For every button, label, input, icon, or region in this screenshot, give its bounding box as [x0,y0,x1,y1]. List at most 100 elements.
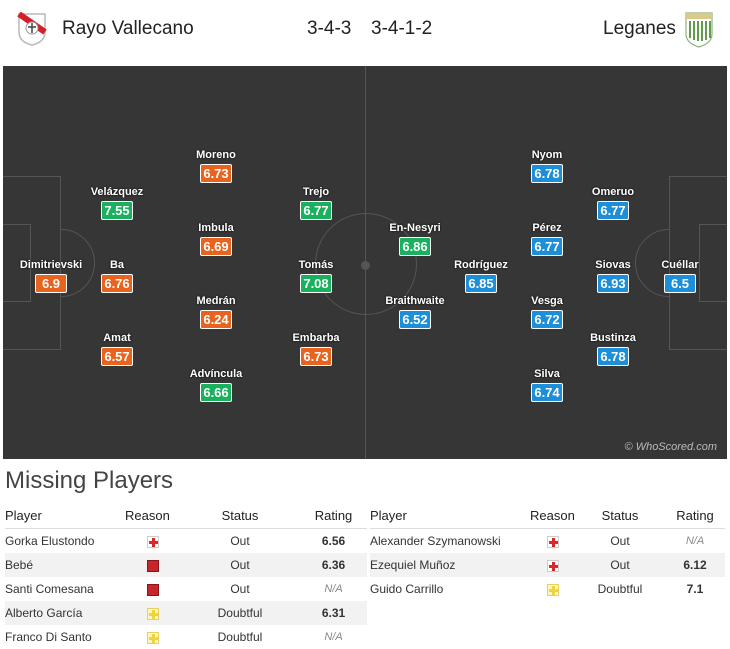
right-six-yard-box [699,224,727,302]
player-rating: 6.57 [101,347,133,366]
col-reason: Reason [125,502,180,529]
player-link[interactable]: Santi Comesana [5,582,94,596]
rating-cell: N/A [324,583,343,595]
player-name: Imbula [198,222,234,234]
home-formation: 3-4-3 [307,18,352,39]
player-card[interactable]: Embarba 6.73 [276,332,356,366]
col-status: Status [575,502,665,529]
player-card[interactable]: Medrán 6.24 [176,295,256,329]
player-name: Bustinza [590,332,636,344]
away-team-name[interactable]: Leganes [603,18,676,39]
away-missing-table: Player Reason Status Rating Alexander Sz… [370,502,725,601]
player-card[interactable]: Ba 6.76 [77,259,157,293]
player-card[interactable]: Silva 6.74 [507,368,587,402]
status-cell: Out [230,534,250,548]
player-link[interactable]: Ezequiel Muñoz [370,553,530,577]
player-link[interactable]: Bebé [5,553,125,577]
rating-cell: 6.36 [300,553,367,577]
player-rating: 6.74 [531,383,563,402]
player-name: Embarba [292,332,340,344]
table-row: Alberto García Doubtful 6.31 [5,601,367,625]
col-player: Player [370,502,530,529]
col-rating: Rating [665,502,725,529]
doubtful-icon [546,583,559,596]
player-link[interactable]: Guido Carrillo [370,582,444,596]
player-card[interactable]: Omeruo 6.77 [573,186,653,220]
player-card[interactable]: Velázquez 7.55 [77,186,157,220]
doubtful-icon [146,631,159,644]
player-rating: 6.86 [399,237,431,256]
player-card[interactable]: Moreno 6.73 [176,149,256,183]
player-card[interactable]: Rodríguez 6.85 [441,259,521,293]
player-rating: 6.77 [300,201,332,220]
player-rating: 7.08 [300,274,332,293]
player-rating: 6.73 [200,164,232,183]
player-rating: 6.24 [200,310,232,329]
rating-cell: 6.56 [321,534,346,548]
status-cell: Out [575,553,665,577]
player-card[interactable]: Pérez 6.77 [507,222,587,256]
player-rating: 6.73 [300,347,332,366]
player-card[interactable]: Cuéllar 6.5 [640,259,720,293]
player-card[interactable]: Dimitrievski 6.9 [11,259,91,293]
red-card-icon [146,559,159,572]
table-row: Guido Carrillo Doubtful 7.1 [370,577,725,601]
player-link[interactable]: Franco Di Santo [5,630,92,644]
player-card[interactable]: Vesga 6.72 [507,295,587,329]
home-team-name[interactable]: Rayo Vallecano [62,18,194,39]
player-card[interactable]: Nyom 6.78 [507,149,587,183]
player-card[interactable]: Trejo 6.77 [276,186,356,220]
player-name: Vesga [531,295,563,307]
injury-icon [546,559,559,572]
lineup-pitch: © WhoScored.com Dimitrievski 6.9 Ba 6.76 V… [3,66,727,459]
injury-icon [546,535,559,548]
player-card[interactable]: Bustinza 6.78 [573,332,653,366]
table-row: Alexander Szymanowski Out N/A [370,529,725,554]
player-card[interactable]: Tomás 7.08 [276,259,356,293]
player-card[interactable]: Braithwaite 6.52 [375,295,455,329]
player-rating: 6.93 [597,274,629,293]
table-row: Gorka Elustondo Out 6.56 [5,529,367,554]
player-card[interactable]: En-Nesyri 6.86 [375,222,455,256]
table-row: Santi Comesana Out N/A [5,577,367,601]
red-card-icon [146,583,159,596]
player-rating: 6.9 [35,274,67,293]
player-rating: 6.66 [200,383,232,402]
player-name: Trejo [302,186,330,198]
col-reason: Reason [530,502,575,529]
player-rating: 6.78 [531,164,563,183]
player-name: Medrán [196,295,236,307]
rating-cell: N/A [324,631,343,643]
match-header: Rayo Vallecano 3-4-3 3-4-1-2 Leganes [0,0,730,62]
home-missing-table: Player Reason Status Rating Gorka Elusto… [5,502,367,649]
player-rating: 6.78 [597,347,629,366]
player-name: Siovas [595,259,631,271]
table-header-row: Player Reason Status Rating [5,502,367,529]
leganes-crest-icon [685,12,713,48]
player-card[interactable]: Advíncula 6.66 [176,368,256,402]
right-penalty-box [669,176,727,350]
player-rating: 7.55 [101,201,133,220]
injury-icon [146,535,159,548]
player-card[interactable]: Amat 6.57 [77,332,157,366]
player-name: Moreno [196,149,236,161]
player-link[interactable]: Alexander Szymanowski [370,534,501,548]
player-name: Nyom [531,149,563,161]
rating-cell: 6.31 [300,601,367,625]
table-row: Bebé Out 6.36 [5,553,367,577]
player-rating: 6.52 [399,310,431,329]
doubtful-icon [146,607,159,620]
player-name: Dimitrievski [19,259,83,271]
player-name: Advíncula [189,368,243,380]
status-cell: Doubtful [180,601,300,625]
player-name: Velázquez [90,186,144,198]
missing-players-title: Missing Players [5,467,174,494]
player-rating: 6.72 [531,310,563,329]
player-rating: 6.85 [465,274,497,293]
player-card[interactable]: Siovas 6.93 [573,259,653,293]
player-link[interactable]: Gorka Elustondo [5,534,95,548]
table-row: Franco Di Santo Doubtful N/A [5,625,367,649]
player-card[interactable]: Imbula 6.69 [176,222,256,256]
col-status: Status [180,502,300,529]
player-link[interactable]: Alberto García [5,601,125,625]
